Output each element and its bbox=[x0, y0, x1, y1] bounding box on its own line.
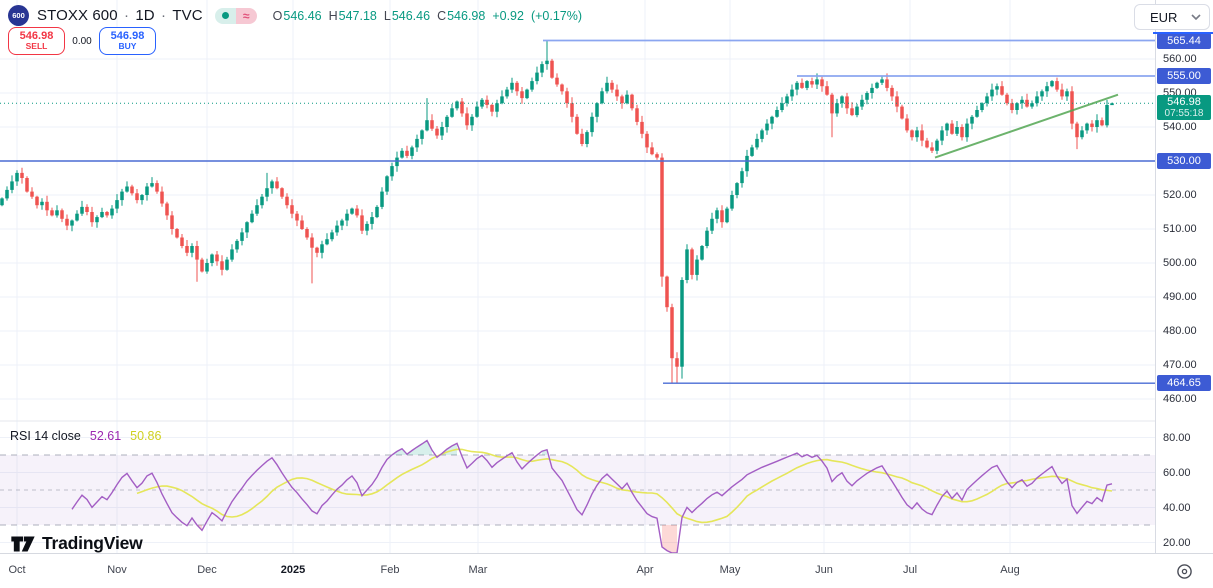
tradingview-logo-text: TradingView bbox=[42, 533, 143, 553]
change-value: +0.92 bbox=[492, 8, 524, 23]
price-axis-label: 460.00 bbox=[1163, 393, 1197, 405]
time-axis-label: Nov bbox=[107, 564, 127, 576]
market-open-indicator-icon bbox=[214, 7, 236, 24]
price-line-label: 530.00 bbox=[1157, 153, 1211, 169]
price-axis-label: 520.00 bbox=[1163, 189, 1197, 201]
sell-button[interactable]: 546.98 SELL bbox=[8, 27, 65, 55]
time-axis-label: Oct bbox=[8, 564, 26, 576]
close-value: 546.98 bbox=[447, 8, 486, 23]
open-value: 546.46 bbox=[283, 8, 322, 23]
price-axis-label: 500.00 bbox=[1163, 257, 1197, 269]
rsi-ma-value: 50.86 bbox=[130, 429, 162, 443]
time-axis-label: Feb bbox=[380, 564, 400, 576]
rsi-legend[interactable]: RSI 14 close 52.61 50.86 bbox=[10, 429, 161, 443]
current-price-badge: 546.98 07:55:18 bbox=[1157, 95, 1211, 121]
delayed-data-icon: ≈ bbox=[235, 7, 257, 24]
trade-panel: 546.98 SELL 0.00 546.98 BUY bbox=[8, 27, 156, 55]
time-axis-label: 2025 bbox=[280, 564, 306, 576]
bar-countdown: 07:55:18 bbox=[1164, 108, 1204, 120]
rsi-title: RSI 14 close bbox=[10, 429, 81, 443]
settings-icon[interactable] bbox=[1172, 560, 1196, 582]
high-value: 547.18 bbox=[338, 8, 377, 23]
rsi-axis-label: 20.00 bbox=[1163, 536, 1191, 549]
time-axis-label: Dec bbox=[197, 564, 217, 576]
price-line-label: 555.00 bbox=[1157, 68, 1211, 84]
buy-button[interactable]: 546.98 BUY bbox=[99, 27, 156, 55]
symbol-title[interactable]: STOXX 600 · 1D · TVC bbox=[37, 7, 203, 24]
price-axis-label: 470.00 bbox=[1163, 359, 1197, 371]
market-status-capsule[interactable]: ≈ bbox=[214, 7, 257, 24]
currency-value: EUR bbox=[1150, 9, 1178, 25]
tradingview-logo[interactable]: TradingView bbox=[10, 533, 143, 554]
low-value: 546.46 bbox=[391, 8, 431, 23]
price-line-label: 565.44 bbox=[1157, 32, 1211, 49]
rsi-value: 52.61 bbox=[89, 429, 122, 443]
price-axis-label: 540.00 bbox=[1163, 121, 1197, 133]
time-axis-label: Jul bbox=[902, 564, 918, 576]
symbol-logo-badge: 600 bbox=[8, 5, 29, 26]
currency-active-underline bbox=[1153, 32, 1213, 34]
time-axis-label: Aug bbox=[1000, 564, 1020, 576]
candlesticks bbox=[0, 40, 1114, 384]
symbol-header: 600 STOXX 600 · 1D · TVC ≈ O546.46 H547.… bbox=[8, 5, 582, 26]
price-axis-label: 490.00 bbox=[1163, 291, 1197, 303]
interval-label: 1D bbox=[135, 7, 155, 24]
price-axis-label: 510.00 bbox=[1163, 223, 1197, 235]
time-axis-label: Jun bbox=[815, 564, 833, 576]
time-axis-label: May bbox=[719, 564, 741, 576]
rsi-axis-label: 40.00 bbox=[1163, 501, 1191, 514]
price-axis[interactable]: 560.00550.00540.00530.00520.00510.00500.… bbox=[1155, 0, 1213, 553]
price-axis-label: 480.00 bbox=[1163, 325, 1197, 337]
rsi-axis-label: 60.00 bbox=[1163, 466, 1191, 479]
change-percent: (+0.17%) bbox=[530, 8, 583, 23]
rsi-ma-line bbox=[136, 448, 1113, 524]
time-axis-label: Apr bbox=[636, 564, 654, 576]
chevron-down-icon bbox=[1191, 14, 1201, 20]
ohlc-readout: O546.46 H547.18 L546.46 C546.98 +0.92 (+… bbox=[272, 8, 583, 23]
buy-price: 546.98 bbox=[110, 29, 145, 42]
symbol-name: STOXX 600 bbox=[37, 7, 118, 24]
spread-value: 0.00 bbox=[72, 35, 92, 47]
rsi-line bbox=[71, 439, 1113, 554]
current-price-label: 546.98 bbox=[1167, 96, 1201, 109]
tradingview-logo-icon bbox=[11, 536, 35, 551]
time-axis-label: Mar bbox=[468, 564, 488, 576]
price-axis-label: 560.00 bbox=[1163, 53, 1197, 65]
rsi-axis-label: 80.00 bbox=[1163, 431, 1191, 444]
currency-selector[interactable]: EUR bbox=[1134, 4, 1210, 30]
time-axis[interactable]: Oct Nov Dec 2025 Feb Mar Apr May Jun Jul Aug bbox=[0, 553, 1213, 588]
price-line-label: 464.65 bbox=[1157, 375, 1211, 392]
sell-price: 546.98 bbox=[19, 29, 54, 42]
exchange-label: TVC bbox=[172, 7, 203, 24]
